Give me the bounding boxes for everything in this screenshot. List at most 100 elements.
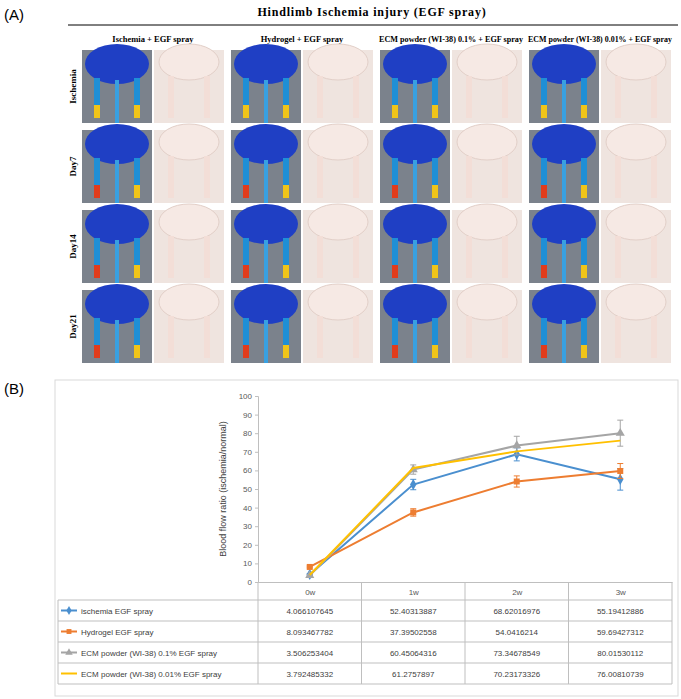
doppler-tail [264, 240, 268, 283]
table-value: 55.19412886 [597, 607, 644, 616]
doppler-leg [432, 318, 438, 358]
photo-leg [651, 156, 657, 198]
y-tick: 0 [248, 578, 258, 587]
photo-body [308, 284, 368, 320]
error-cap [410, 474, 416, 475]
photo-body [159, 204, 219, 240]
photo-body [159, 44, 219, 80]
y-tick: 10 [243, 559, 258, 568]
doppler-tail [115, 160, 119, 203]
doppler-paw [541, 185, 547, 198]
doppler-leg [134, 158, 140, 198]
table-vline [672, 582, 673, 684]
doppler-leg [541, 78, 547, 118]
doppler-leg [134, 78, 140, 118]
doppler-paw [432, 265, 438, 278]
panel-label: (A) [4, 6, 24, 23]
photo-body [457, 44, 517, 80]
table-value: 4.066107645 [286, 607, 333, 616]
series-marker [410, 509, 416, 515]
table-vline [58, 600, 59, 684]
series-marker [307, 564, 313, 570]
photo-body [159, 124, 219, 160]
table-hline [58, 663, 672, 664]
doppler-paw [392, 185, 398, 198]
table-vline [258, 582, 259, 684]
photo-leg [651, 316, 657, 358]
error-cap [514, 460, 520, 461]
photo-leg [317, 236, 323, 278]
image-pair [231, 124, 373, 203]
table-value: 3.506253404 [286, 649, 333, 658]
column-header: ECM powder (WI-38) 0.01% + EGF spray [528, 34, 673, 44]
doppler-leg [392, 78, 398, 118]
table-value: 61.2757897 [392, 670, 435, 679]
doppler-paw [283, 265, 289, 278]
x-tick: 0w [305, 582, 315, 597]
y-tick-label: 20 [243, 541, 252, 550]
x-tick: 3w [616, 582, 626, 597]
y-tick-mark [255, 526, 258, 527]
y-tick: 20 [243, 541, 258, 550]
error-cap [514, 475, 520, 476]
photo-leg [651, 236, 657, 278]
photo-leg [651, 76, 657, 118]
image-pair [82, 124, 224, 203]
photo-body [606, 124, 666, 160]
photo-leg [502, 156, 508, 198]
doppler-paw [243, 265, 249, 278]
photo-body [159, 284, 219, 320]
error-cap [410, 516, 416, 517]
photo-leg [353, 156, 359, 198]
doppler-paw [243, 185, 249, 198]
doppler-leg [392, 318, 398, 358]
y-tick: 100 [239, 392, 258, 401]
photo-body [606, 284, 666, 320]
data-table: ischemia EGF spray4.06610764552.40313887… [58, 582, 672, 684]
photo-leg [204, 76, 210, 118]
photo-leg [353, 76, 359, 118]
column-header: Ischemia + EGF spray [112, 34, 194, 44]
image-pair [380, 44, 522, 123]
doppler-tail [413, 320, 417, 363]
photo-body [308, 124, 368, 160]
chart-frame [55, 380, 678, 696]
doppler-leg [283, 318, 289, 358]
y-axis-line [255, 397, 259, 583]
photo-leg [168, 316, 174, 358]
table-value: 54.0416214 [496, 628, 539, 637]
doppler-tail [562, 320, 566, 363]
series-line [310, 471, 621, 567]
photo-leg [502, 236, 508, 278]
y-tick-mark [255, 489, 258, 490]
x-tick-label: 3w [616, 588, 626, 597]
doppler-paw [581, 185, 587, 198]
doppler-paw [134, 265, 140, 278]
title-rule [68, 25, 678, 26]
plot-area [305, 420, 625, 580]
series-line [310, 433, 621, 575]
image-pair [231, 284, 373, 363]
y-tick-label: 80 [243, 429, 252, 438]
error-cap [617, 446, 623, 447]
doppler-leg [581, 238, 587, 278]
legend-entry: Hydrogel EGF spray [81, 628, 153, 637]
doppler-leg [432, 78, 438, 118]
image-pair [380, 124, 522, 203]
y-tick: 90 [243, 411, 258, 420]
photo-leg [466, 76, 472, 118]
error-cap [617, 478, 623, 479]
error-cap [410, 508, 416, 509]
doppler-leg [392, 158, 398, 198]
column-header: Hydrogel + EGF spray [261, 34, 344, 44]
y-tick-mark [255, 545, 258, 546]
doppler-paw [581, 105, 587, 118]
doppler-leg [541, 238, 547, 278]
photo-leg [353, 236, 359, 278]
doppler-leg [243, 238, 249, 278]
table-hline [58, 600, 672, 601]
y-tick-label: 50 [243, 485, 252, 494]
doppler-paw [283, 105, 289, 118]
image-pair [529, 44, 671, 123]
table-value: 76.00810739 [597, 670, 644, 679]
